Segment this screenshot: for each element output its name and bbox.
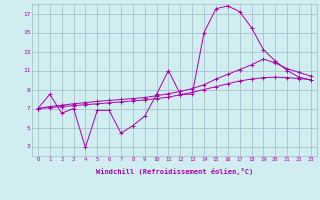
X-axis label: Windchill (Refroidissement éolien,°C): Windchill (Refroidissement éolien,°C): [96, 168, 253, 175]
